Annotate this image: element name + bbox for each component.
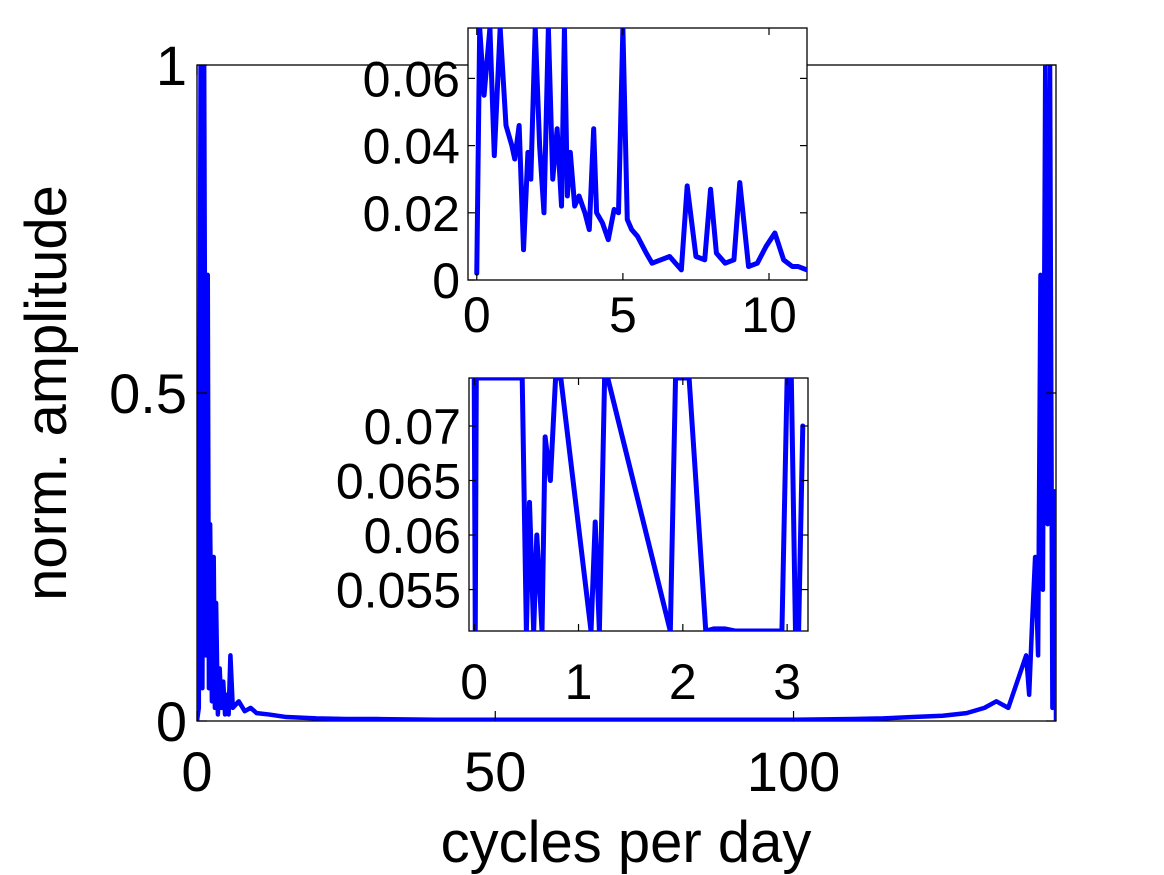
main-x-tick-label: 0 <box>181 740 212 803</box>
inset-top-y-tick-label: 0 <box>432 253 460 309</box>
inset-top-y-tick-label: 0.04 <box>363 119 460 175</box>
inset-bottom-y-tick-label: 0.07 <box>364 399 461 455</box>
y-axis-label: norm. amplitude <box>14 185 79 601</box>
inset-bottom-series-line-0 <box>471 378 806 631</box>
inset-bottom-x-tick-label: 2 <box>669 654 697 710</box>
inset-top-series-line-0 <box>474 28 807 276</box>
inset-top-y-tick-label: 0.06 <box>363 51 460 107</box>
x-axis-label: cycles per day <box>441 810 812 875</box>
main-y-tick-label: 0.5 <box>109 362 187 425</box>
inset-bottom-y-tick-label: 0.06 <box>364 508 461 564</box>
inset-top-y-tick-label: 0.02 <box>363 186 460 242</box>
inset-bottom-y-tick-label: 0.055 <box>336 563 461 619</box>
main-y-tick-label: 0 <box>156 690 187 753</box>
inset-bottom-x-tick-label: 0 <box>460 654 488 710</box>
main-y-tick-label: 1 <box>156 34 187 97</box>
inset-bottom-y-tick-label: 0.065 <box>336 454 461 510</box>
inset-top-x-tick-label: 0 <box>463 287 491 343</box>
inset-top-x-tick-label: 5 <box>609 287 637 343</box>
inset-bottom-x-tick-label: 1 <box>565 654 593 710</box>
inset-bottom-x-tick-label: 3 <box>773 654 801 710</box>
main-x-tick-label: 50 <box>464 740 526 803</box>
main-series-line-0 <box>197 65 1056 721</box>
inset-top-x-tick-label: 10 <box>741 287 797 343</box>
main-x-tick-label: 100 <box>747 740 840 803</box>
